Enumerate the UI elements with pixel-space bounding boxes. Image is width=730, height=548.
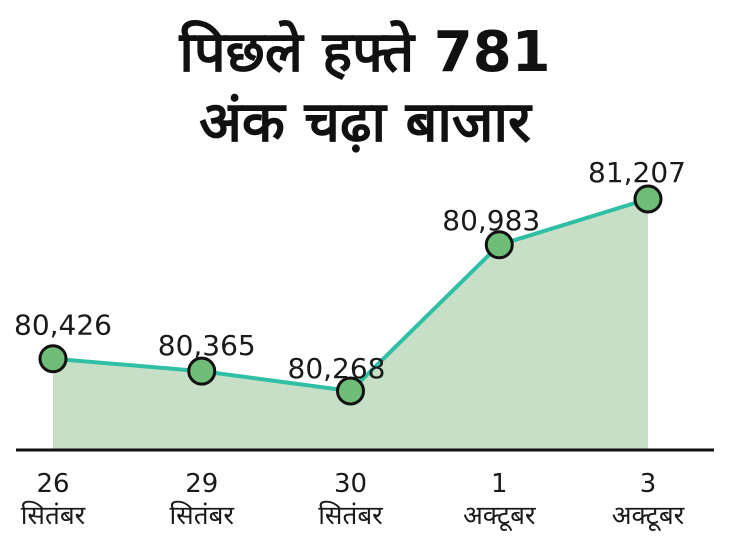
x-tick-day: 30 <box>334 469 367 499</box>
data-point-label: 81,207 <box>588 156 686 189</box>
data-point-marker <box>633 184 663 214</box>
x-tick-month: सितंबर <box>318 500 384 531</box>
x-tick-month: अक्टूबर <box>463 501 537 532</box>
chart-title: पिछले हफ्ते 781 अंक चढ़ा बाजार <box>0 18 730 158</box>
data-point-label: 80,983 <box>442 204 540 237</box>
x-tick-day: 29 <box>185 469 218 499</box>
chart-title-line1: पिछले हफ्ते 781 <box>179 20 551 85</box>
x-tick-month: सितंबर <box>169 500 235 531</box>
x-tick-month: अक्टूबर <box>612 501 686 532</box>
x-tick-month: सितंबर <box>21 500 87 531</box>
x-tick-day: 3 <box>640 469 657 499</box>
data-point-marker <box>38 344 68 374</box>
data-point-marker <box>484 230 514 260</box>
chart-title-line2: अंक चढ़ा बाजार <box>199 90 531 155</box>
data-point-label: 80,426 <box>14 309 112 342</box>
data-point-label: 80,365 <box>158 329 256 362</box>
x-tick-day: 1 <box>491 469 508 499</box>
data-point-marker <box>336 376 365 406</box>
area-fill <box>53 199 648 449</box>
data-point-marker <box>187 356 217 386</box>
data-point-label: 80,268 <box>288 352 386 385</box>
x-tick-day: 26 <box>36 469 69 499</box>
